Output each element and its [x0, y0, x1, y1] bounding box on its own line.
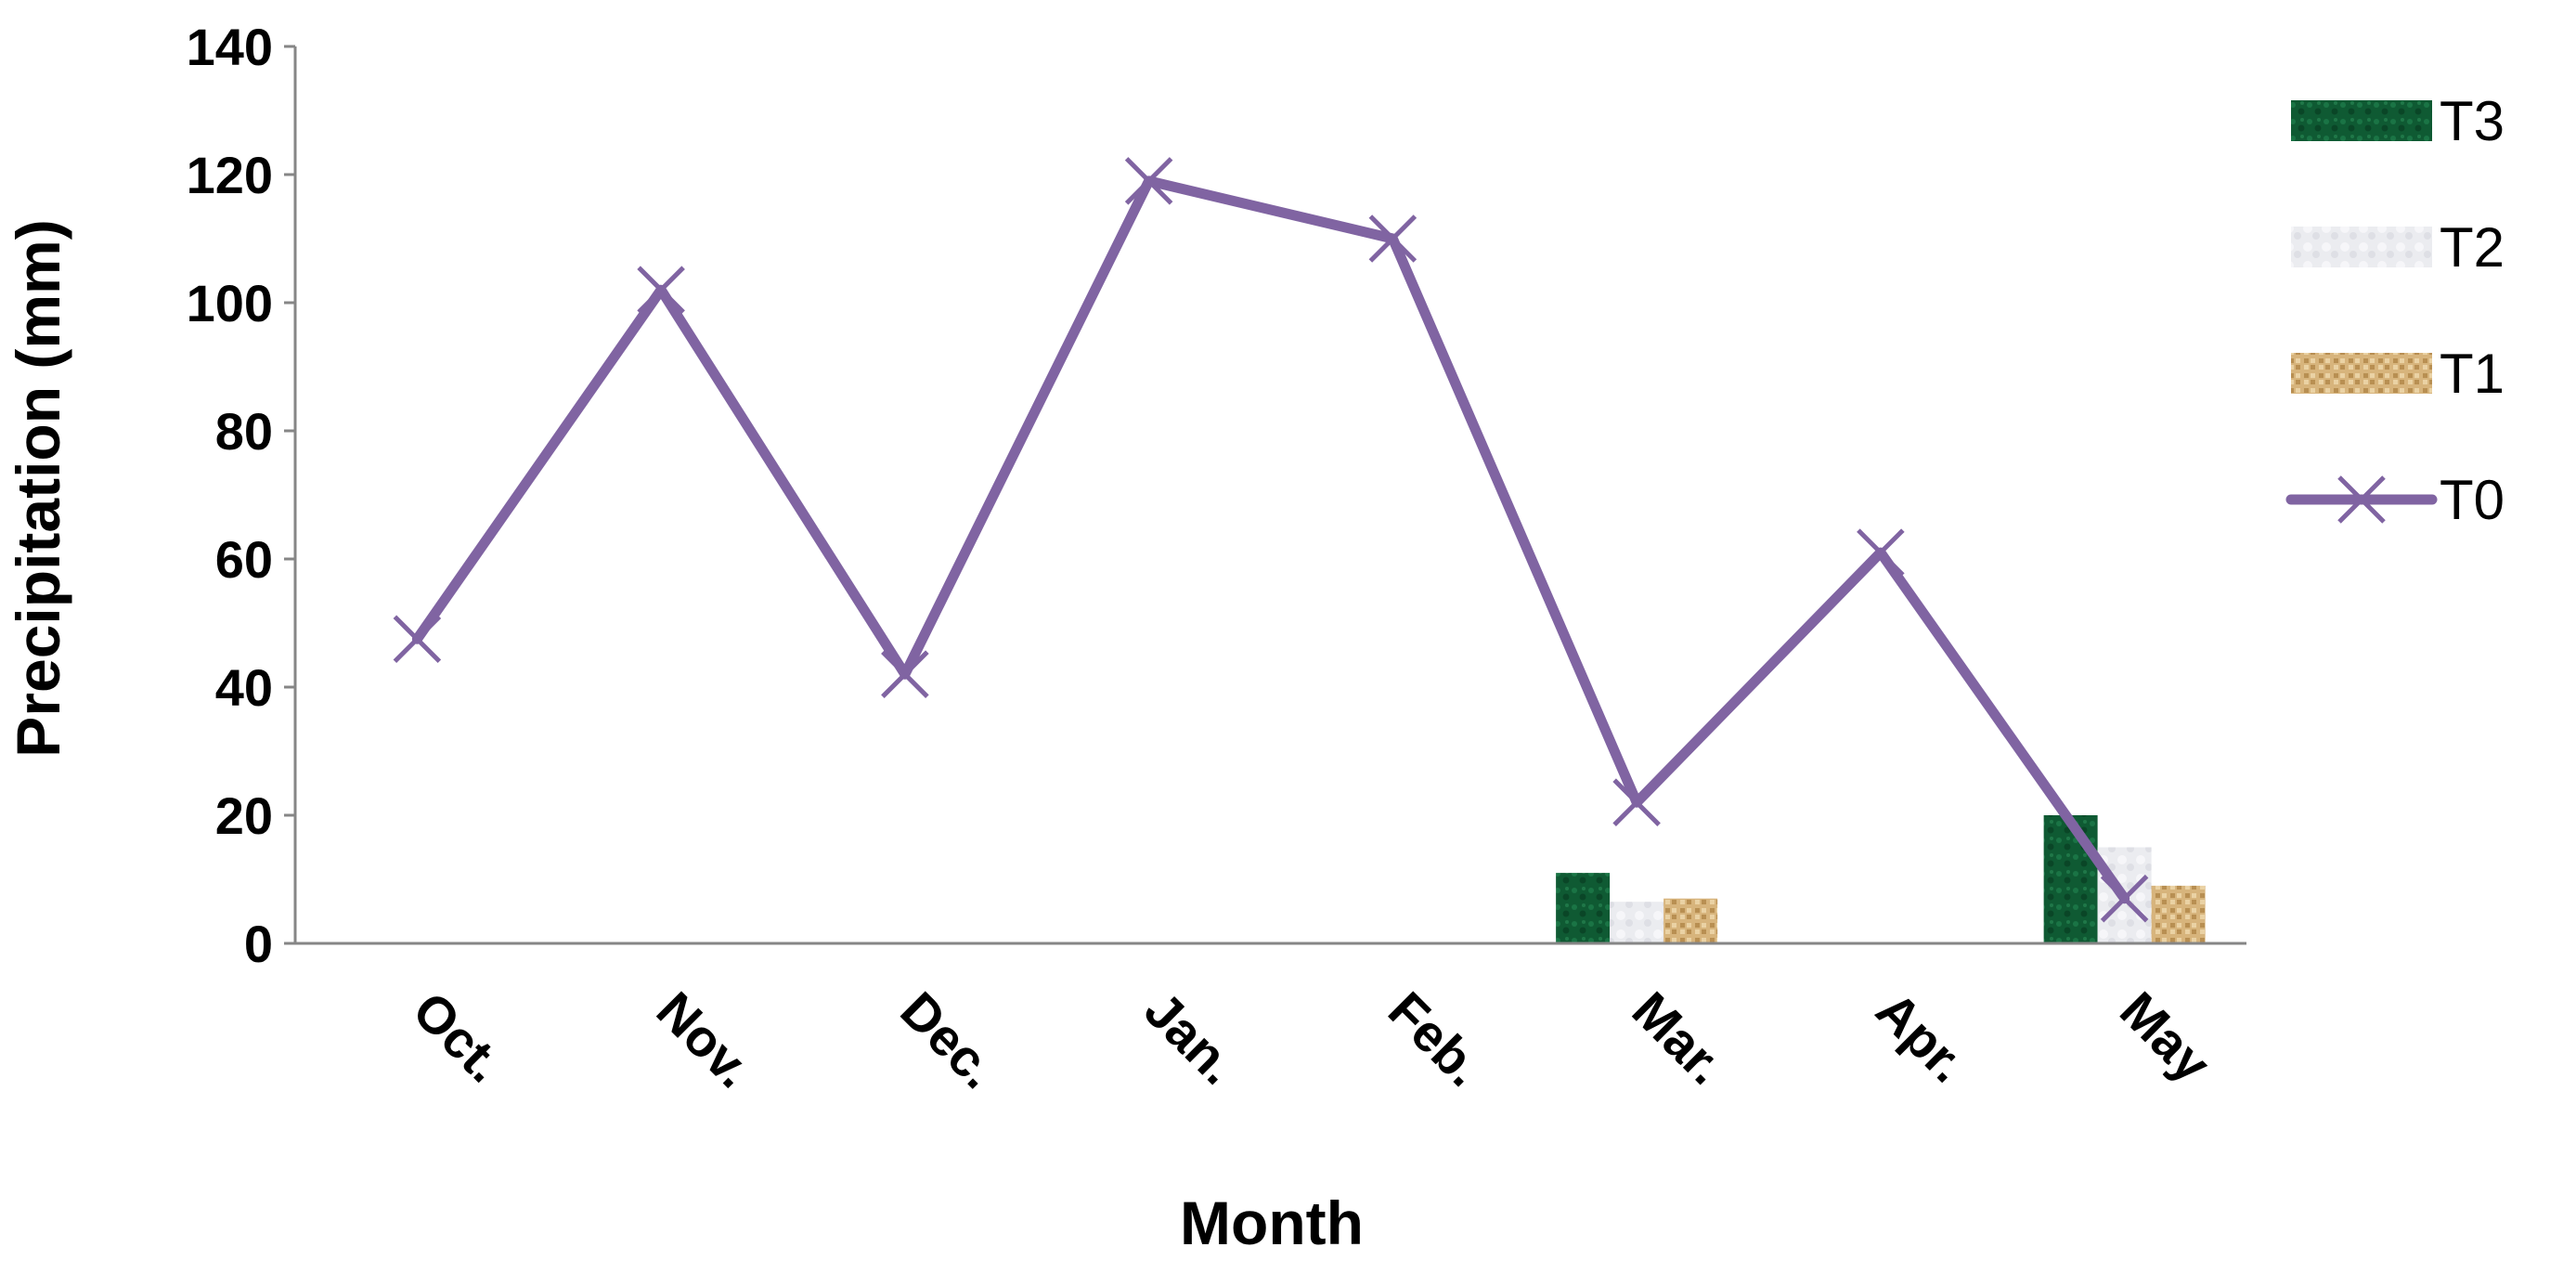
bar-t1-may: [2151, 885, 2206, 943]
legend-marker-t0: [2337, 475, 2386, 524]
y-axis: 0 20 40 60 80 100 120 140: [187, 18, 295, 973]
legend-swatch-t3: [2291, 100, 2432, 141]
legend-item-t3: T3: [2291, 90, 2505, 152]
legend-item-t1: T1: [2291, 343, 2505, 405]
x-tick-label: May: [2109, 981, 2222, 1094]
x-tick-label: Dec.: [889, 981, 1008, 1099]
legend-label-t2: T2: [2440, 216, 2505, 279]
x-tick-label: Nov.: [646, 981, 764, 1098]
legend-label-t0: T0: [2440, 469, 2505, 531]
x-axis-title: Month: [1180, 1189, 1364, 1257]
line-series-group: [393, 157, 2149, 923]
y-tick-label: 140: [187, 18, 273, 76]
y-tick-label: 60: [215, 530, 273, 589]
point-t0-apr: [1857, 528, 1905, 577]
line-series-t0: [411, 175, 2130, 904]
legend-swatch-t1: [2291, 353, 2432, 394]
point-t0-feb: [1368, 214, 1417, 263]
point-t0-jan: [1124, 157, 1173, 205]
legend-item-t2: T2: [2291, 216, 2505, 279]
x-tick-label: Oct.: [402, 981, 515, 1094]
point-t0-mar: [1612, 778, 1661, 826]
x-axis: Oct. Nov. Dec. Jan. Feb. Mar. Apr. May: [402, 981, 2222, 1099]
x-tick-label: Jan.: [1133, 981, 1249, 1096]
y-tick-label: 80: [215, 402, 273, 461]
y-axis-title: Precipitation (mm): [4, 219, 72, 757]
legend-swatch-t0: [2285, 475, 2438, 524]
bar-t1-mar: [1663, 898, 1718, 943]
x-tick-label: Apr.: [1865, 981, 1978, 1094]
y-tick-label: 120: [187, 146, 273, 204]
bar-t3-may: [2043, 815, 2098, 943]
point-t0-may: [2100, 874, 2149, 923]
axes: [293, 46, 2246, 945]
y-tick-label: 100: [187, 274, 273, 332]
x-tick-label: Mar.: [1622, 981, 1737, 1096]
y-tick-label: 0: [244, 915, 273, 973]
y-tick-label: 40: [215, 658, 273, 717]
legend-swatch-t2: [2291, 227, 2432, 267]
legend-item-t0: T0: [2285, 469, 2505, 531]
point-t0-oct: [393, 615, 442, 664]
y-tick-label: 20: [215, 786, 273, 845]
legend-label-t3: T3: [2440, 90, 2505, 152]
bar-t2-mar: [1610, 902, 1664, 943]
point-t0-dec: [881, 650, 929, 698]
bar-t3-mar: [1556, 873, 1611, 943]
point-t0-nov: [637, 266, 685, 314]
x-tick-label: Feb.: [1378, 981, 1495, 1098]
legend-label-t1: T1: [2440, 343, 2505, 405]
bar-series-group: [1556, 815, 2206, 943]
legend: T3 T2 T1 T0: [2285, 90, 2505, 531]
